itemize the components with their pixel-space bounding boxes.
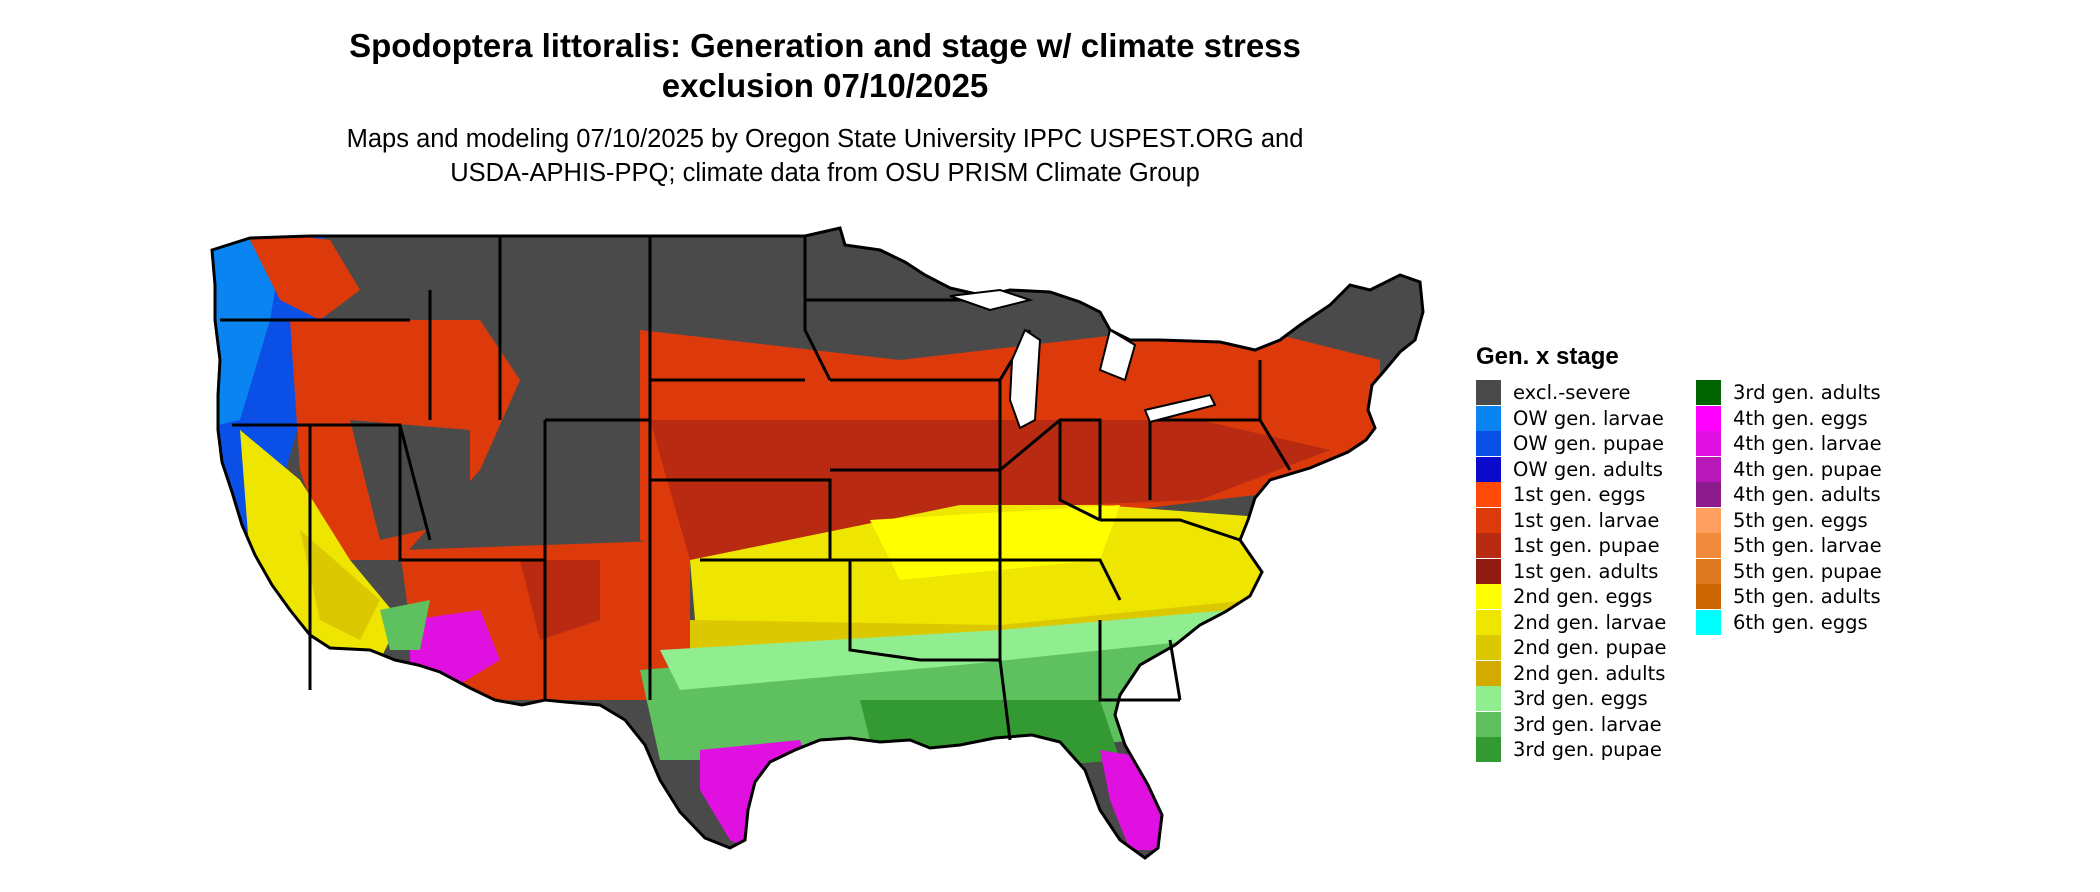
- legend-swatch: [1696, 558, 1721, 584]
- legend-label: 2nd gen. pupae: [1513, 636, 1667, 660]
- legend-label: 3rd gen. larvae: [1513, 712, 1662, 736]
- legend-swatch: [1696, 533, 1721, 559]
- zone-excl-gb: [350, 420, 470, 540]
- zone-1st-pupae-sw: [520, 560, 600, 640]
- legend-label: 2nd gen. adults: [1513, 661, 1666, 685]
- lake-superior: [949, 288, 1034, 312]
- legend-swatch: [1476, 609, 1501, 635]
- legend-label: 6th gen. eggs: [1733, 610, 1868, 634]
- legend-item: OW gen. pupae: [1476, 431, 1667, 457]
- legend-swatch: [1476, 737, 1501, 763]
- legend-item: 5th gen. larvae: [1696, 533, 1882, 559]
- us-phenology-map: [210, 226, 1425, 860]
- legend-label: 5th gen. larvae: [1733, 534, 1882, 558]
- legend-swatch: [1696, 431, 1721, 457]
- legend-swatch: [1476, 482, 1501, 508]
- legend-column-1: excl.-severe OW gen. larvae OW gen. pupae O…: [1476, 380, 1667, 763]
- legend-swatch: [1476, 507, 1501, 533]
- legend-label: excl.-severe: [1513, 381, 1631, 405]
- legend-item: OW gen. larvae: [1476, 405, 1667, 432]
- legend-label: 3rd gen. eggs: [1513, 687, 1648, 711]
- legend-swatch: [1696, 405, 1721, 431]
- lake-erie: [1143, 393, 1217, 424]
- legend-item: excl.-severe: [1476, 380, 1667, 406]
- legend-title: Gen. x stage: [1476, 343, 1619, 370]
- legend-swatch: [1476, 533, 1501, 559]
- stage-zones: [212, 228, 1423, 858]
- legend-label: 1st gen. adults: [1513, 559, 1659, 583]
- legend-item: 4th gen. adults: [1696, 482, 1882, 508]
- legend-label: 4th gen. larvae: [1733, 432, 1882, 456]
- legend-column-2: 3rd gen. adults 4th gen. eggs 4th gen. lar…: [1696, 380, 1882, 635]
- legend-swatch: [1476, 380, 1501, 406]
- legend-label: 5th gen. eggs: [1733, 508, 1868, 532]
- legend-swatch: [1696, 456, 1721, 482]
- lake-michigan: [1008, 328, 1042, 430]
- legend-item: 5th gen. adults: [1696, 584, 1882, 610]
- legend-swatch: [1476, 456, 1501, 482]
- legend-swatch: [1696, 609, 1721, 635]
- legend-swatch: [1696, 482, 1721, 508]
- zone-1st-pupae-mw: [650, 420, 1330, 560]
- legend-label: 4th gen. pupae: [1733, 457, 1882, 481]
- legend-item: 3rd gen. larvae: [1476, 711, 1667, 738]
- legend-item: 1st gen. pupae: [1476, 533, 1667, 559]
- legend-item: 3rd gen. adults: [1696, 380, 1882, 406]
- legend-item: 1st gen. adults: [1476, 558, 1667, 585]
- legend-item: 3rd gen. pupae: [1476, 737, 1667, 763]
- great-lakes: [949, 288, 1217, 430]
- map-title: Spodoptera littoralis: Generation and st…: [230, 26, 1420, 106]
- legend-label: 5th gen. pupae: [1733, 559, 1882, 583]
- zone-1st-larvae-nw: [245, 230, 360, 320]
- zone-3rd-eggs: [660, 610, 1230, 690]
- legend-label: 3rd gen. adults: [1733, 381, 1881, 405]
- subtitle-line-1: Maps and modeling 07/10/2025 by Oregon S…: [346, 125, 1304, 153]
- legend-label: OW gen. pupae: [1513, 432, 1665, 456]
- legend-swatch: [1476, 635, 1501, 661]
- legend-item: 2nd gen. larvae: [1476, 609, 1667, 636]
- legend-label: OW gen. adults: [1513, 457, 1663, 481]
- legend-item: 4th gen. pupae: [1696, 456, 1882, 483]
- legend-item: 2nd gen. eggs: [1476, 584, 1667, 610]
- legend-label: 2nd gen. eggs: [1513, 585, 1653, 609]
- legend-label: 4th gen. adults: [1733, 483, 1881, 507]
- legend-label: 3rd gen. pupae: [1513, 738, 1662, 762]
- legend-item: 1st gen. eggs: [1476, 482, 1667, 508]
- legend-swatch: [1696, 584, 1721, 610]
- zone-3rd-larvae-az: [380, 600, 430, 650]
- zone-2nd-pupae-ca: [300, 530, 380, 640]
- legend-swatch: [1696, 507, 1721, 533]
- legend-label: 2nd gen. larvae: [1513, 610, 1667, 634]
- legend-item: 4th gen. larvae: [1696, 431, 1882, 457]
- lake-huron: [1098, 328, 1137, 382]
- legend-swatch: [1476, 431, 1501, 457]
- legend-item: 3rd gen. eggs: [1476, 686, 1667, 712]
- subtitle-line-2: USDA-APHIS-PPQ; climate data from OSU PR…: [450, 159, 1200, 187]
- legend-swatch: [1696, 380, 1721, 406]
- legend-item: 5th gen. pupae: [1696, 558, 1882, 585]
- legend-item: 2nd gen. adults: [1476, 660, 1667, 687]
- legend-swatch: [1476, 558, 1501, 584]
- legend-swatch: [1476, 405, 1501, 431]
- legend-item: OW gen. adults: [1476, 456, 1667, 483]
- legend-swatch: [1476, 686, 1501, 712]
- legend-label: 1st gen. eggs: [1513, 483, 1646, 507]
- legend-item: 1st gen. larvae: [1476, 507, 1667, 534]
- legend-label: 5th gen. adults: [1733, 585, 1881, 609]
- legend-item: 6th gen. eggs: [1696, 609, 1882, 636]
- legend-swatch: [1476, 711, 1501, 737]
- legend-swatch: [1476, 660, 1501, 686]
- title-line-2: exclusion 07/10/2025: [661, 67, 989, 104]
- map-subtitle: Maps and modeling 07/10/2025 by Oregon S…: [230, 122, 1420, 190]
- title-line-1: Spodoptera littoralis: Generation and st…: [349, 27, 1301, 64]
- legend-item: 5th gen. eggs: [1696, 507, 1882, 534]
- legend-label: 1st gen. larvae: [1513, 508, 1660, 532]
- legend-label: 1st gen. pupae: [1513, 534, 1660, 558]
- legend-swatch: [1476, 584, 1501, 610]
- legend-item: 4th gen. eggs: [1696, 405, 1882, 432]
- legend-item: 2nd gen. pupae: [1476, 635, 1667, 661]
- legend-label: OW gen. larvae: [1513, 406, 1664, 430]
- legend-label: 4th gen. eggs: [1733, 406, 1868, 430]
